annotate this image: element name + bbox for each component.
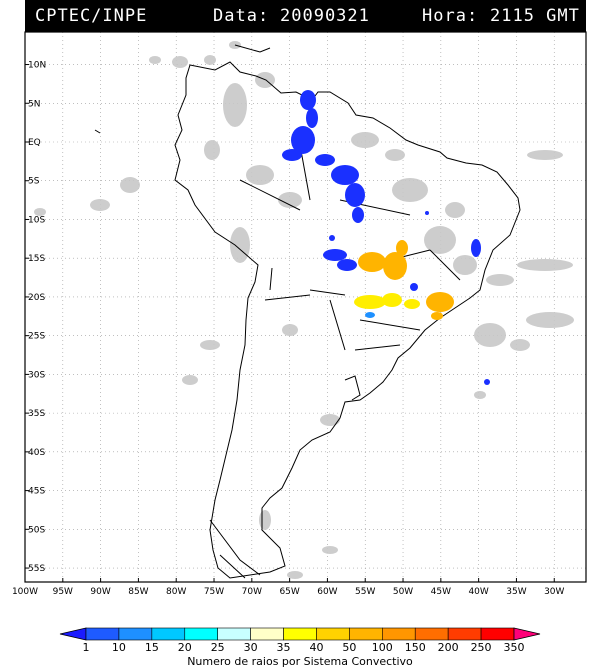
colorbar-label: 100 (372, 641, 393, 654)
lon-label: 50W (393, 587, 413, 597)
lightning-orange (358, 240, 454, 320)
lat-label: 45S (28, 487, 45, 497)
colorbar-label: 35 (277, 641, 291, 654)
lon-label: 75W (204, 587, 224, 597)
plot-area (25, 32, 586, 582)
colorbar-arrow-low (59, 627, 87, 641)
colorbar-label: 250 (471, 641, 492, 654)
colorbar-segment (480, 627, 515, 641)
plot-frame (24, 31, 587, 583)
lat-label: 55S (28, 564, 45, 574)
cloud-cover (34, 41, 574, 579)
latitude-labels: 10N 5N EQ 5S 10S 15S 20S 25S 30S 35S 40S 45S 50S 55S (25, 61, 46, 574)
lon-label: 65W (279, 587, 299, 597)
longitude-labels: 100W 95W 90W 85W 80W 75W 70W 65W 60W 55W 50W 45W 40W… (12, 578, 565, 597)
colorbar-segment (118, 627, 153, 641)
lon-label: 80W (166, 587, 186, 597)
date-value: 20090321 (280, 6, 370, 26)
lon-label: 35W (506, 587, 526, 597)
colorbar: 1 10 15 20 25 30 35 40 50 100 150 200 250 350 (59, 627, 541, 654)
colorbar-segment (151, 627, 186, 641)
lightning-cyan (365, 312, 375, 318)
source-label: CPTEC/INPE (35, 6, 148, 26)
lon-label: 95W (53, 587, 73, 597)
lightning-blue (282, 90, 490, 385)
colorbar-label: 10 (112, 641, 126, 654)
lat-label: 20S (28, 293, 45, 303)
colorbar-segment (382, 627, 416, 641)
lon-label: 85W (128, 587, 148, 597)
lat-label: 35S (28, 409, 45, 419)
lat-label: 25S (28, 332, 45, 342)
lon-label: 100W (12, 587, 38, 597)
colorbar-label: 20 (178, 641, 192, 654)
lat-label: 50S (28, 525, 45, 535)
colorbar-segment (250, 627, 284, 641)
colorbar-label: 30 (244, 641, 258, 654)
colorbar-label: 40 (309, 641, 323, 654)
colorbar-segment (349, 627, 383, 641)
time-label: Hora: (422, 6, 479, 26)
lat-label: 40S (28, 448, 45, 458)
lon-label: 40W (468, 587, 488, 597)
coastlines (94, 44, 521, 579)
lon-label: 45W (431, 587, 451, 597)
colorbar-title: Numero de raios por Sistema Convectivo (187, 655, 413, 668)
lat-label: 30S (28, 370, 45, 380)
lon-label: 30W (544, 587, 564, 597)
colorbar-segment (414, 627, 449, 641)
colorbar-label: 150 (405, 641, 426, 654)
time-value: 2115 GMT (490, 6, 580, 26)
lat-label: EQ (28, 138, 41, 148)
lon-label: 90W (90, 587, 110, 597)
lat-label: 15S (28, 254, 45, 264)
colorbar-label: 50 (342, 641, 356, 654)
colorbar-label: 200 (438, 641, 459, 654)
colorbar-label: 15 (145, 641, 159, 654)
colorbar-segment (217, 627, 251, 641)
colorbar-segment (184, 627, 218, 641)
lightning-yellow (354, 293, 420, 309)
lon-label: 70W (242, 587, 262, 597)
map-header: CPTEC/INPE Data: 20090321 Hora: 2115 GMT (25, 0, 586, 32)
colorbar-arrow-high (513, 627, 541, 641)
colorbar-segment (316, 627, 350, 641)
lat-label: 10N (28, 61, 46, 71)
lon-label: 60W (317, 587, 337, 597)
date-label: Data: (213, 6, 270, 26)
colorbar-segment (85, 627, 120, 641)
colorbar-segment (447, 627, 482, 641)
lat-label: 5N (28, 99, 40, 109)
colorbar-label: 25 (211, 641, 225, 654)
colorbar-segment (283, 627, 317, 641)
colorbar-label: 350 (504, 641, 525, 654)
lon-label: 55W (355, 587, 375, 597)
lat-label: 5S (28, 177, 40, 187)
lat-label: 10S (28, 215, 45, 225)
colorbar-label: 1 (83, 641, 90, 654)
